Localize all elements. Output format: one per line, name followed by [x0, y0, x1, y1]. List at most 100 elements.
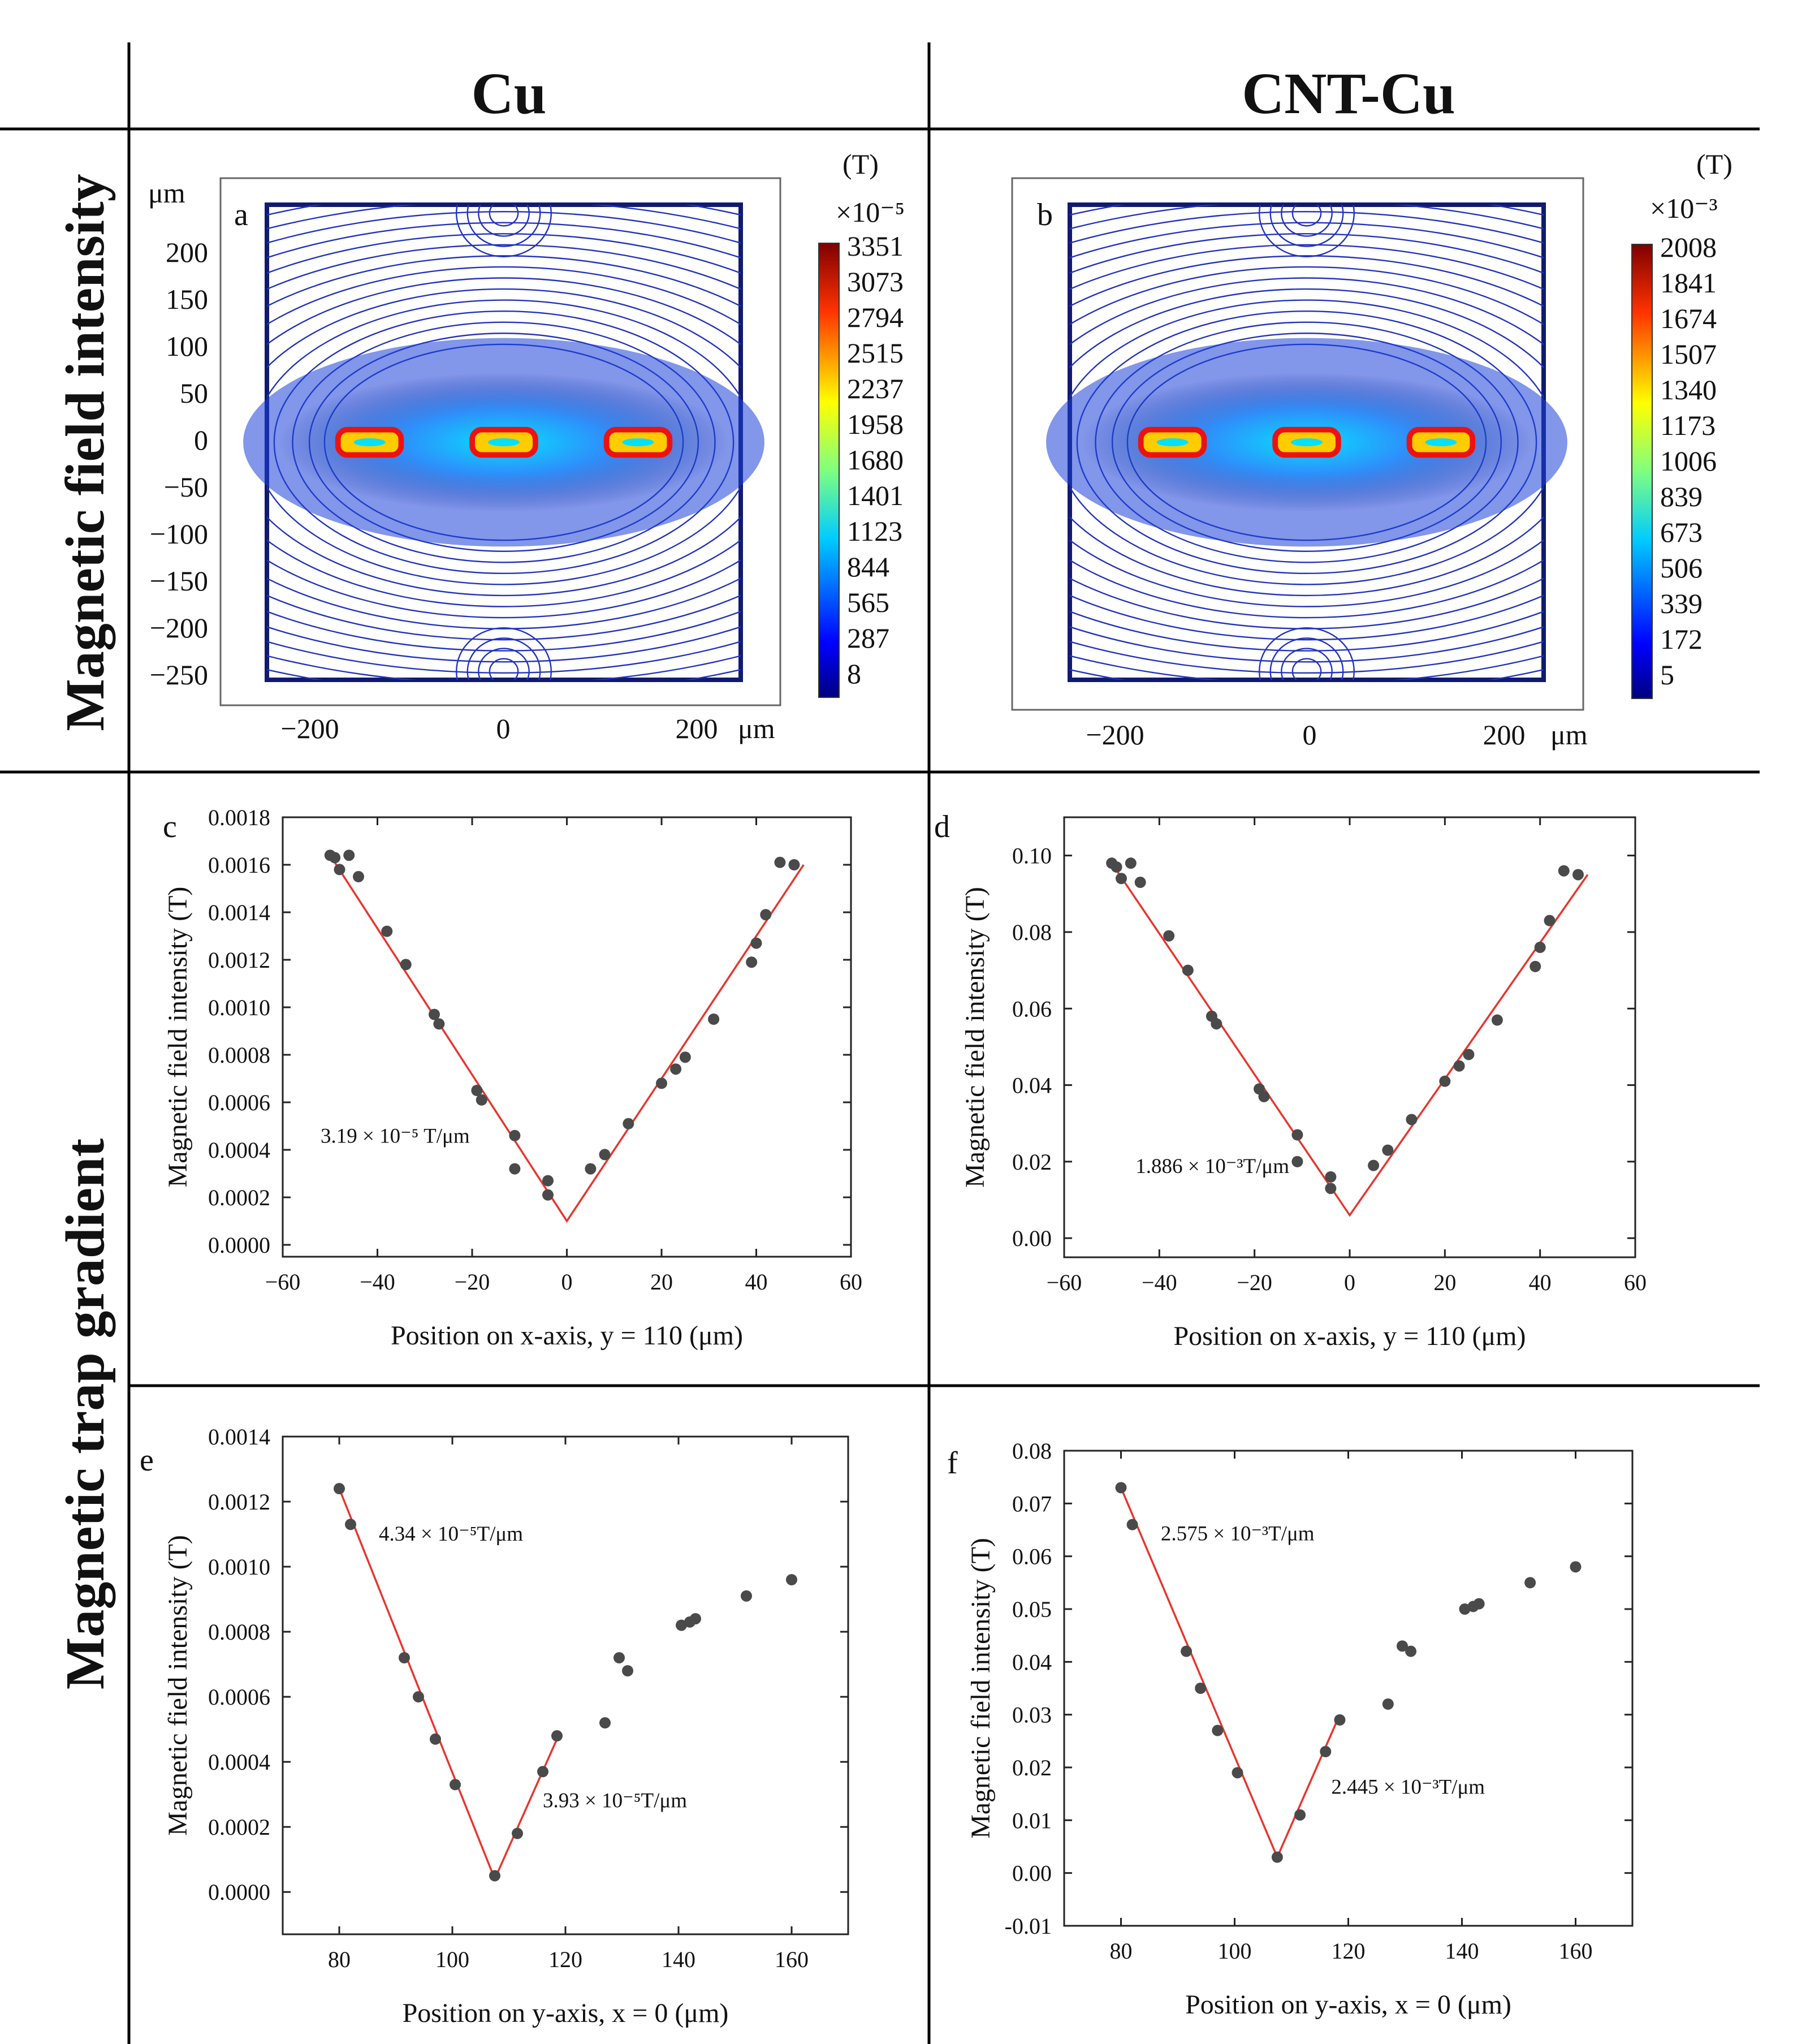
- colorbar-tick-label: 844: [847, 551, 889, 583]
- map-y-tick-label: −100: [150, 518, 208, 550]
- x-tick-label: 40: [1529, 1270, 1552, 1295]
- map-x-tick-label: −200: [280, 713, 339, 744]
- data-point: [1232, 1767, 1243, 1779]
- data-point: [353, 871, 364, 882]
- data-point: [679, 1051, 691, 1063]
- data-point: [585, 1163, 597, 1175]
- data-point: [509, 1163, 521, 1175]
- y-tick-label: 0.04: [1012, 1649, 1052, 1675]
- contour-line: [1259, 205, 1355, 257]
- map-y-tick-label: −250: [150, 659, 208, 691]
- map-y-tick-label: −150: [150, 565, 208, 597]
- fit-line: [1120, 1487, 1278, 1858]
- data-point: [1116, 873, 1127, 885]
- contour-line: [1291, 205, 1322, 227]
- data-point: [334, 864, 345, 876]
- map-b-panel-label: b: [1037, 197, 1053, 232]
- y-tick-label: 0.07: [1012, 1491, 1052, 1516]
- data-point: [537, 1766, 548, 1778]
- contour-line: [489, 205, 519, 227]
- x-tick-label: 160: [1559, 1938, 1593, 1964]
- colorbar-tick-label: 565: [847, 587, 889, 618]
- y-tick-label: 0.0012: [208, 1489, 270, 1515]
- colorbar-tick-label: 1507: [1660, 338, 1717, 370]
- data-point: [1271, 1851, 1283, 1863]
- map-b-x-unit: μm: [1550, 719, 1588, 751]
- contour-line: [267, 222, 741, 663]
- data-point: [676, 1619, 687, 1631]
- y-tick-label: 0.03: [1012, 1702, 1052, 1728]
- data-point: [1473, 1598, 1485, 1610]
- panel-label: d: [934, 809, 950, 844]
- contour-line: [1070, 244, 1544, 641]
- x-axis-label: Position on y-axis, x = 0 (μm): [403, 1998, 729, 2028]
- contour-line: [1281, 648, 1333, 680]
- data-point: [774, 856, 786, 868]
- map-x-tick-label: −200: [1086, 719, 1144, 751]
- data-point: [750, 937, 762, 949]
- data-point: [1558, 865, 1570, 877]
- map-b-colorbar: [1631, 244, 1653, 699]
- contour-line: [489, 658, 519, 680]
- slope-annotation: 2.575 × 10⁻³T/μm: [1161, 1523, 1315, 1546]
- chart-e: e 80 100 120 140 160 0.0000 0.0002 0.0004 0.0006 0…: [140, 1424, 849, 2028]
- y-tick-label: 0.0004: [208, 1137, 270, 1163]
- colorbar-tick-label: 1401: [847, 480, 904, 511]
- data-point: [1325, 1183, 1337, 1195]
- y-tick-label: 0.0012: [208, 947, 270, 973]
- fit-line: [329, 855, 805, 1223]
- y-tick-label: 0.0000: [208, 1232, 270, 1258]
- x-tick-label: 100: [435, 1947, 469, 1972]
- y-tick-label: 0.0014: [208, 1424, 270, 1450]
- x-tick-label: −40: [360, 1269, 395, 1295]
- map-x-tick-label: 200: [676, 713, 718, 744]
- x-tick-label: 120: [1332, 1938, 1366, 1964]
- map-y-tick-label: 0: [194, 424, 208, 456]
- plot-frame: [1063, 816, 1636, 1258]
- data-point: [551, 1730, 563, 1742]
- contour-line: [1070, 222, 1544, 663]
- colorbar-tick-label: 2794: [847, 301, 904, 333]
- data-point: [1439, 1075, 1451, 1087]
- data-point: [760, 909, 772, 921]
- y-tick-label: 0.02: [1012, 1149, 1052, 1175]
- colorbar-tick-label: 2515: [847, 337, 904, 369]
- y-tick-label: 0.06: [1012, 1544, 1052, 1569]
- data-point: [1570, 1561, 1582, 1573]
- colorbar-tick-label: 1958: [847, 408, 904, 440]
- conductor-core: [622, 438, 654, 446]
- data-point: [670, 1063, 682, 1075]
- data-point: [599, 1717, 611, 1729]
- data-point: [345, 1519, 356, 1530]
- map-y-tick-label: 50: [180, 377, 208, 409]
- x-tick-label: −60: [265, 1269, 301, 1295]
- conductor-core: [1291, 438, 1323, 446]
- colorbar-tick-label: 506: [1660, 552, 1703, 584]
- colorbar-tick-label: 1340: [1660, 374, 1717, 406]
- conductor-core: [353, 438, 386, 446]
- data-point: [1524, 1577, 1536, 1589]
- data-point: [690, 1613, 701, 1625]
- map-x-tick-label: 200: [1483, 719, 1526, 751]
- map-a-unit-label: (T): [843, 148, 879, 180]
- y-tick-label: 0.06: [1012, 996, 1052, 1021]
- colorbar-tick-label: 1173: [1660, 409, 1716, 441]
- data-point: [622, 1665, 633, 1677]
- x-tick-label: 40: [745, 1269, 768, 1295]
- data-point: [623, 1118, 634, 1129]
- data-point: [1459, 1603, 1471, 1615]
- data-point: [1320, 1746, 1332, 1757]
- data-point: [450, 1779, 461, 1791]
- data-point: [430, 1733, 441, 1745]
- x-tick-label: 60: [840, 1269, 862, 1295]
- contour-line: [1070, 277, 1544, 607]
- data-point: [433, 1018, 445, 1030]
- colorbar-tick-label: 1680: [847, 444, 904, 476]
- data-point: [1534, 942, 1546, 954]
- data-point: [1463, 1049, 1475, 1060]
- x-tick-label: 20: [1433, 1270, 1456, 1295]
- contour-line: [478, 205, 530, 237]
- map-y-tick-label: 200: [166, 236, 208, 268]
- data-point: [476, 1094, 487, 1106]
- data-point: [1406, 1114, 1418, 1126]
